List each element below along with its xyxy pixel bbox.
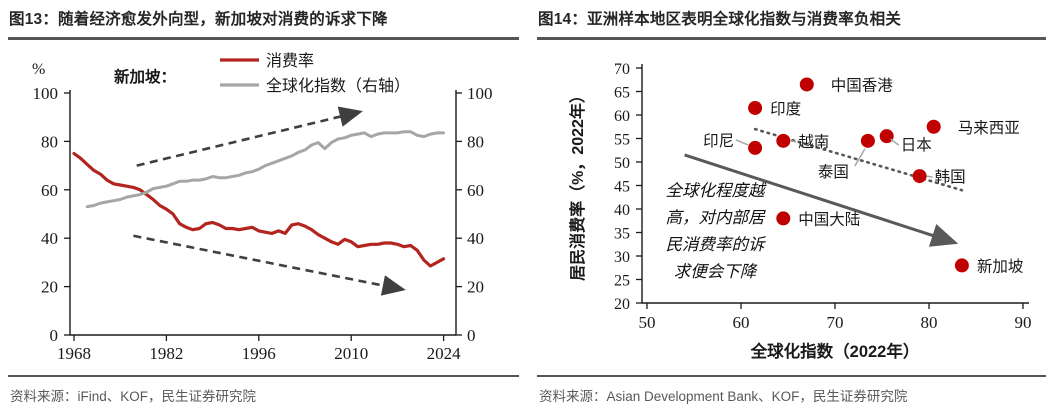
scatter-point — [776, 133, 791, 148]
region-label: 新加坡： — [114, 67, 176, 86]
legend-consumption-label: 消费率 — [266, 52, 314, 70]
x-axis-tick-label: 2024 — [427, 344, 462, 363]
y-axis-tick-label: 40 — [614, 202, 630, 219]
label-leader-line — [890, 138, 900, 146]
scatter-point — [912, 169, 927, 184]
figure-13-source: 资料来源：iFind、KOF，民生证券研究院 — [8, 375, 519, 405]
x-axis-tick-label: 2010 — [334, 344, 368, 363]
globalization-consumption-scatter-chart: 20 25 30 35 40 45 50 55 60 65 70 50 60 70 80 90 全球化指数（20… — [568, 61, 1032, 361]
scatter-point — [776, 211, 791, 226]
scatter-point — [799, 77, 814, 92]
scatter-point — [860, 133, 875, 148]
scatter-point-label: 日本 — [901, 136, 932, 154]
right-axis-tick-label: 20 — [467, 278, 484, 297]
figure-14-source: 资料来源：Asian Development Bank、KOF，民生证券研究院 — [537, 375, 1046, 405]
left-axis-tick-label: 20 — [41, 278, 58, 297]
left-axis-tick-label: 80 — [41, 132, 58, 151]
x-axis-tick-label: 50 — [639, 313, 656, 332]
annotation-line: 高，对内部居 — [666, 208, 767, 227]
scatter-point-label: 马来西亚 — [958, 119, 1020, 137]
up-trend-arrow — [136, 106, 363, 167]
scatter-point — [748, 140, 763, 155]
x-axis-title: 全球化指数（2022年） — [750, 341, 920, 361]
label-leader-line — [790, 140, 797, 143]
y-axis-tick-label: 50 — [614, 155, 630, 172]
right-axis-tick-label: 80 — [467, 132, 484, 151]
right-axis-tick-label: 100 — [467, 84, 493, 103]
down-trend-arrow — [133, 234, 406, 296]
scatter-point-label: 泰国 — [818, 163, 849, 181]
annotation-line: 全球化程度越 — [666, 181, 768, 200]
y-axis-tick-label: 60 — [614, 108, 630, 125]
y-axis-tick-label: 55 — [614, 132, 630, 149]
annotation-line: 求便会下降 — [674, 262, 758, 281]
y-axis-tick-label: 20 — [614, 296, 630, 313]
scatter-point-label: 中国大陆 — [798, 210, 860, 228]
scatter-point — [879, 129, 894, 144]
negative-correlation-arrow — [684, 153, 959, 247]
consumption-rate-line — [72, 151, 446, 268]
x-axis-tick-label: 1982 — [149, 344, 183, 363]
scatter-point-label: 韩国 — [935, 168, 966, 186]
right-axis-tick-label: 60 — [467, 181, 484, 200]
x-axis-tick-label: 1996 — [242, 344, 276, 363]
scatter-point-label: 新加坡 — [977, 257, 1024, 275]
label-leader-line — [926, 175, 933, 178]
y-axis-tick-label: 35 — [614, 226, 630, 243]
scatter-point-label: 印度 — [770, 100, 801, 118]
label-leader-line — [854, 148, 866, 167]
y-axis-tick-label: 45 — [614, 179, 630, 196]
legend-globalization-label: 全球化指数（右轴） — [266, 77, 410, 95]
left-axis-tick-label: 0 — [50, 326, 59, 345]
y-axis-tick-label: 70 — [614, 61, 630, 78]
scatter-point-label: 越南 — [798, 133, 829, 151]
left-axis-tick-label: 60 — [41, 181, 58, 200]
consumption-globalization-line-chart: 0 20 40 60 80 100 0 20 40 60 80 100 1968 1982 1996 2010… — [32, 52, 493, 363]
right-axis-tick-label: 0 — [467, 326, 476, 345]
scatter-point — [954, 258, 969, 273]
figure-13-panel: 图13：随着经济愈发外向型，新加坡对消费的诉求下降 0 20 40 60 80 100 0 2… — [0, 0, 525, 417]
scatter-point-label: 印尼 — [703, 132, 734, 150]
y-axis-tick-label: 30 — [614, 249, 630, 266]
left-axis-tick-label: 100 — [33, 84, 59, 103]
y-axis-tick-label: 65 — [614, 85, 630, 102]
x-axis-tick-label: 80 — [921, 313, 938, 332]
x-axis-tick-label: 70 — [827, 313, 844, 332]
scatter-point-label: 中国香港 — [831, 76, 894, 94]
x-axis-tick-label: 60 — [733, 313, 750, 332]
globalization-index-line — [85, 130, 446, 209]
figure-13-chart-area: 0 20 40 60 80 100 0 20 40 60 80 100 1968 1982 1996 2010… — [8, 42, 519, 372]
x-axis-tick-label: 1968 — [57, 344, 91, 363]
right-axis-tick-label: 40 — [467, 229, 484, 248]
scatter-point — [748, 100, 763, 115]
label-leader-line — [735, 139, 749, 146]
y-axis-tick-label: 25 — [614, 273, 630, 290]
figure-14-chart-area: 20 25 30 35 40 45 50 55 60 65 70 50 60 70 80 90 全球化指数（20… — [537, 42, 1046, 372]
scatter-point — [926, 119, 941, 134]
figure-13-title: 图13：随着经济愈发外向型，新加坡对消费的诉求下降 — [8, 8, 519, 40]
figure-14-title: 图14：亚洲样本地区表明全球化指数与消费率负相关 — [537, 8, 1046, 40]
percent-unit-label: % — [32, 61, 45, 78]
x-axis-tick-label: 90 — [1015, 313, 1032, 332]
left-axis-tick-label: 40 — [41, 229, 58, 248]
annotation-line: 民消费率的诉 — [666, 235, 768, 254]
y-axis-title: 居民消费率（%，2022年） — [568, 87, 587, 281]
figure-14-panel: 图14：亚洲样本地区表明全球化指数与消费率负相关 20 25 30 35 40 45 50 5… — [525, 0, 1050, 417]
